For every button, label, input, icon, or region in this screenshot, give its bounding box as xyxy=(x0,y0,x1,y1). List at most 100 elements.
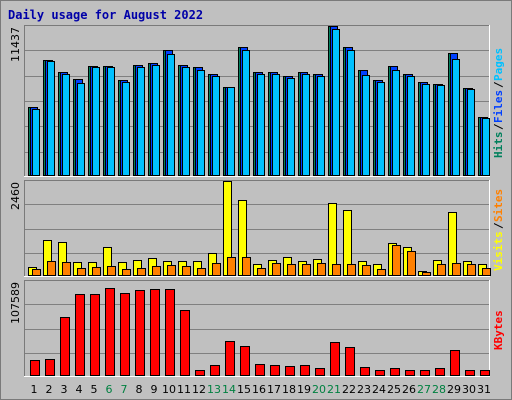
bar-sites xyxy=(182,266,191,276)
x-tick-label: 13 xyxy=(207,383,221,396)
bar-kbytes xyxy=(180,310,190,376)
bar-pages xyxy=(362,75,370,176)
x-tick-label: 12 xyxy=(192,383,206,396)
bar-pages xyxy=(377,82,385,176)
x-tick-label: 20 xyxy=(312,383,326,396)
x-tick-label: 16 xyxy=(252,383,266,396)
bar-kbytes xyxy=(240,346,250,376)
bar-sites xyxy=(377,269,386,276)
x-tick-label: 7 xyxy=(121,383,128,396)
bar-kbytes xyxy=(225,341,235,376)
bar-pages xyxy=(62,74,70,176)
bar-kbytes xyxy=(120,293,130,376)
bar-pages xyxy=(167,54,175,176)
bar-pages xyxy=(257,74,265,176)
bar-kbytes xyxy=(195,370,205,376)
bar-sites xyxy=(122,269,131,276)
bar-kbytes xyxy=(435,368,445,376)
bar-sites xyxy=(437,264,446,276)
bar-sites xyxy=(62,262,71,276)
legend-files: Files xyxy=(492,90,505,123)
x-tick-label: 9 xyxy=(151,383,158,396)
bar-sites xyxy=(152,266,161,276)
legend-hits: Hits xyxy=(492,132,505,159)
x-tick-label: 23 xyxy=(357,383,371,396)
bar-pages xyxy=(392,70,400,176)
x-tick-label: 2 xyxy=(46,383,53,396)
bar-kbytes xyxy=(270,365,280,376)
bar-kbytes xyxy=(345,347,355,376)
bar-pages xyxy=(197,70,205,176)
x-tick-label: 4 xyxy=(76,383,83,396)
bar-sites xyxy=(167,265,176,276)
bar-sites xyxy=(287,264,296,276)
legend-visits: Visits xyxy=(492,231,505,271)
x-tick-label: 18 xyxy=(282,383,296,396)
x-tick-label: 8 xyxy=(136,383,143,396)
bar-sites xyxy=(482,268,491,276)
bar-kbytes xyxy=(150,289,160,376)
bar-pages xyxy=(77,83,85,176)
bar-sites xyxy=(77,268,86,276)
bar-pages xyxy=(302,74,310,176)
x-tick-label: 21 xyxy=(327,383,341,396)
bar-kbytes xyxy=(45,359,55,376)
x-tick-label: 25 xyxy=(387,383,401,396)
bar-pages xyxy=(467,89,475,176)
bar-kbytes xyxy=(165,289,175,376)
bar-kbytes xyxy=(480,370,490,376)
x-tick-label: 1 xyxy=(31,383,38,396)
bar-kbytes xyxy=(405,370,415,376)
bar-pages xyxy=(137,67,145,176)
bar-sites xyxy=(392,245,401,276)
plot-area-kbytes xyxy=(24,280,490,377)
bar-sites xyxy=(302,264,311,276)
bar-kbytes xyxy=(330,342,340,376)
x-tick-label: 31 xyxy=(477,383,491,396)
x-tick-label: 27 xyxy=(417,383,431,396)
bar-kbytes xyxy=(285,366,295,376)
bar-pages xyxy=(407,76,415,176)
bar-sites xyxy=(107,266,116,276)
bar-kbytes xyxy=(255,364,265,376)
bar-pages xyxy=(422,84,430,176)
legend-sites: Sites xyxy=(492,189,505,222)
bar-sites xyxy=(332,264,341,276)
bar-kbytes xyxy=(375,370,385,376)
x-tick-label: 17 xyxy=(267,383,281,396)
bar-kbytes xyxy=(105,288,115,376)
bar-pages xyxy=(92,67,100,176)
bar-pages xyxy=(452,59,460,176)
bar-kbytes xyxy=(75,294,85,376)
x-tick-label: 26 xyxy=(402,383,416,396)
legend-separator: / xyxy=(492,81,505,88)
bar-pages xyxy=(227,87,235,176)
legend-pages: Pages xyxy=(492,48,505,81)
x-tick-label: 30 xyxy=(462,383,476,396)
bar-kbytes xyxy=(135,290,145,376)
chart-title: Daily usage for August 2022 xyxy=(8,8,204,22)
bar-pages xyxy=(347,50,355,176)
legend-kbytes: KBytes xyxy=(492,310,505,350)
bar-sites xyxy=(47,261,56,276)
bar-pages xyxy=(332,29,340,176)
bar-kbytes xyxy=(30,360,40,376)
bar-pages xyxy=(287,78,295,176)
x-tick-label: 10 xyxy=(162,383,176,396)
bar-kbytes xyxy=(210,365,220,376)
x-tick-label: 28 xyxy=(432,383,446,396)
bar-sites xyxy=(452,263,461,276)
bar-sites xyxy=(227,257,236,276)
bar-pages xyxy=(317,76,325,176)
bar-pages xyxy=(272,74,280,176)
bar-kbytes xyxy=(60,317,70,376)
bar-pages xyxy=(122,82,130,176)
bar-sites xyxy=(242,257,251,276)
bar-pages xyxy=(47,61,55,176)
bar-sites xyxy=(407,251,416,276)
bar-sites xyxy=(32,269,41,276)
x-tick-label: 15 xyxy=(237,383,251,396)
bar-pages xyxy=(32,109,40,176)
bar-sites xyxy=(272,263,281,276)
